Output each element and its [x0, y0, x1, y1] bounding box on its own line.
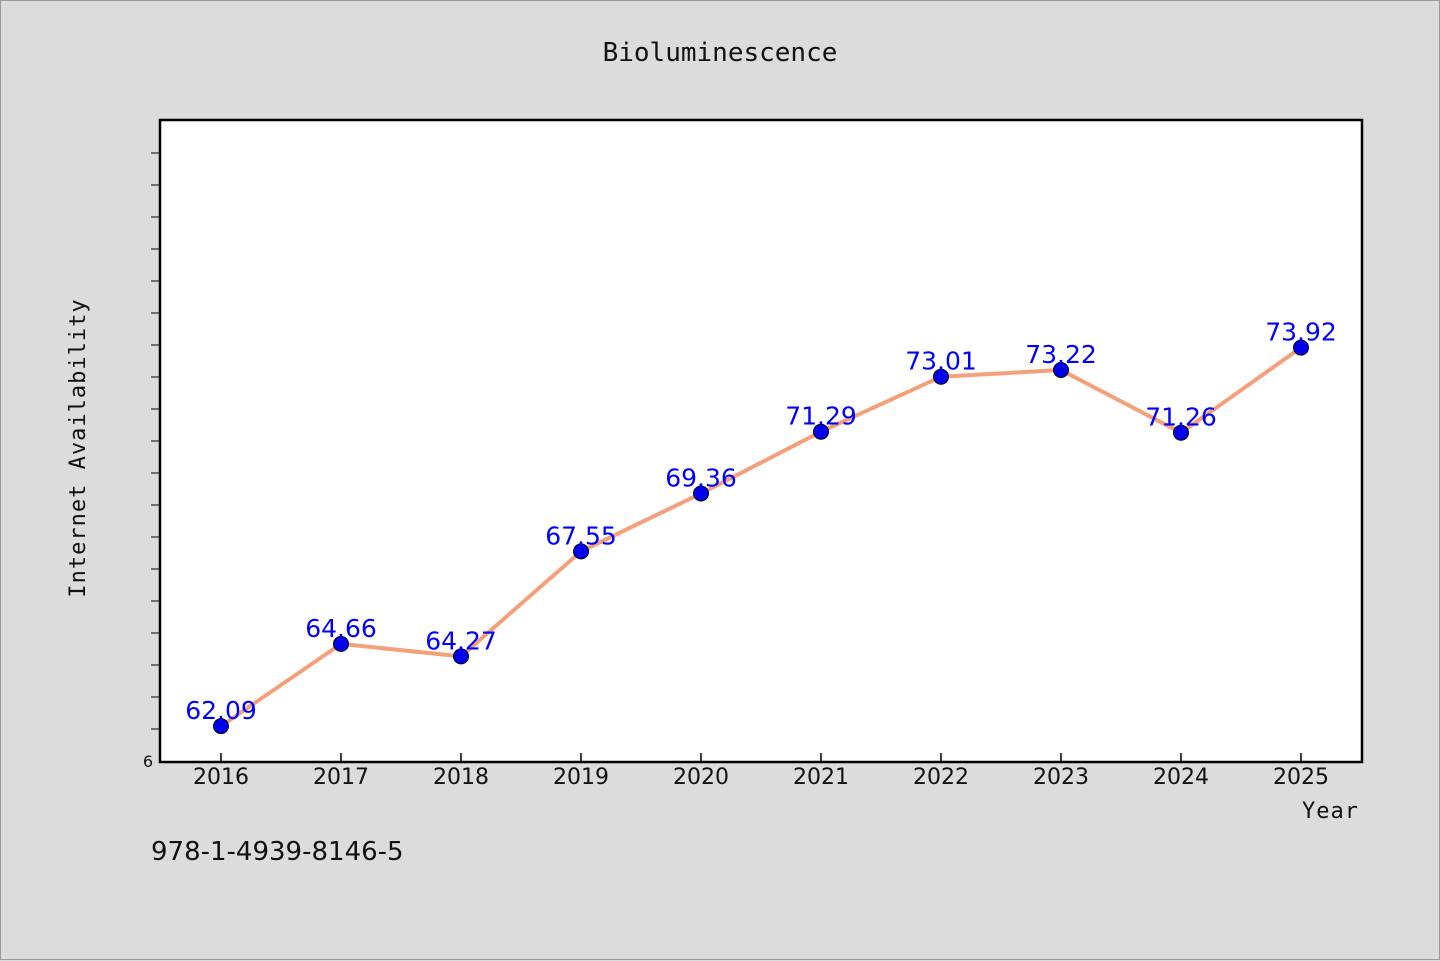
data-point — [933, 368, 949, 385]
x-tick-label: 2017 — [313, 765, 369, 790]
y-axis-ticks — [151, 152, 160, 730]
plot-area — [158, 118, 1364, 764]
x-tick-label: 2025 — [1273, 765, 1329, 790]
data-label: 64.66 — [305, 614, 377, 643]
chart-title: Bioluminescence — [603, 38, 838, 68]
data-point — [693, 485, 709, 502]
x-axis-ticks: 2016 2017 2018 2019 2020 2021 2022 2023 2024 2025 — [193, 753, 1329, 790]
data-label: 71.29 — [785, 402, 857, 431]
isbn-text: 978-1-4939-8146-5 — [151, 837, 404, 867]
data-label: 62.09 — [185, 696, 257, 725]
data-label: 67.55 — [545, 521, 617, 550]
data-point — [453, 648, 469, 665]
data-point — [813, 423, 829, 440]
x-tick-label: 2016 — [193, 765, 249, 790]
x-tick-label: 2022 — [913, 765, 969, 790]
data-label: 64.27 — [425, 626, 497, 655]
x-axis-label: Year — [1302, 799, 1359, 824]
series-layer: 62.09 64.66 64.27 67.55 69.36 71.29 73.01 73.22… — [185, 318, 1337, 735]
data-point — [333, 635, 349, 652]
data-label: 73.01 — [905, 347, 977, 376]
data-point — [1173, 424, 1189, 441]
y-tick-label: 6 — [143, 752, 153, 771]
x-tick-label: 2023 — [1033, 765, 1089, 790]
y-axis-label: Internet Availability — [66, 298, 91, 597]
data-label: 71.26 — [1145, 403, 1217, 432]
x-tick-label: 2024 — [1153, 765, 1209, 790]
data-point — [573, 543, 589, 560]
x-tick-label: 2020 — [673, 765, 729, 790]
data-label: 73.92 — [1265, 318, 1337, 347]
data-label: 69.36 — [665, 464, 737, 493]
data-label: 73.22 — [1025, 340, 1097, 369]
x-tick-label: 2021 — [793, 765, 849, 790]
x-tick-label: 2018 — [433, 765, 489, 790]
data-point — [1293, 339, 1309, 356]
x-tick-label: 2019 — [553, 765, 609, 790]
data-point — [213, 718, 229, 735]
series-line — [219, 345, 1303, 729]
data-point — [1053, 362, 1069, 378]
